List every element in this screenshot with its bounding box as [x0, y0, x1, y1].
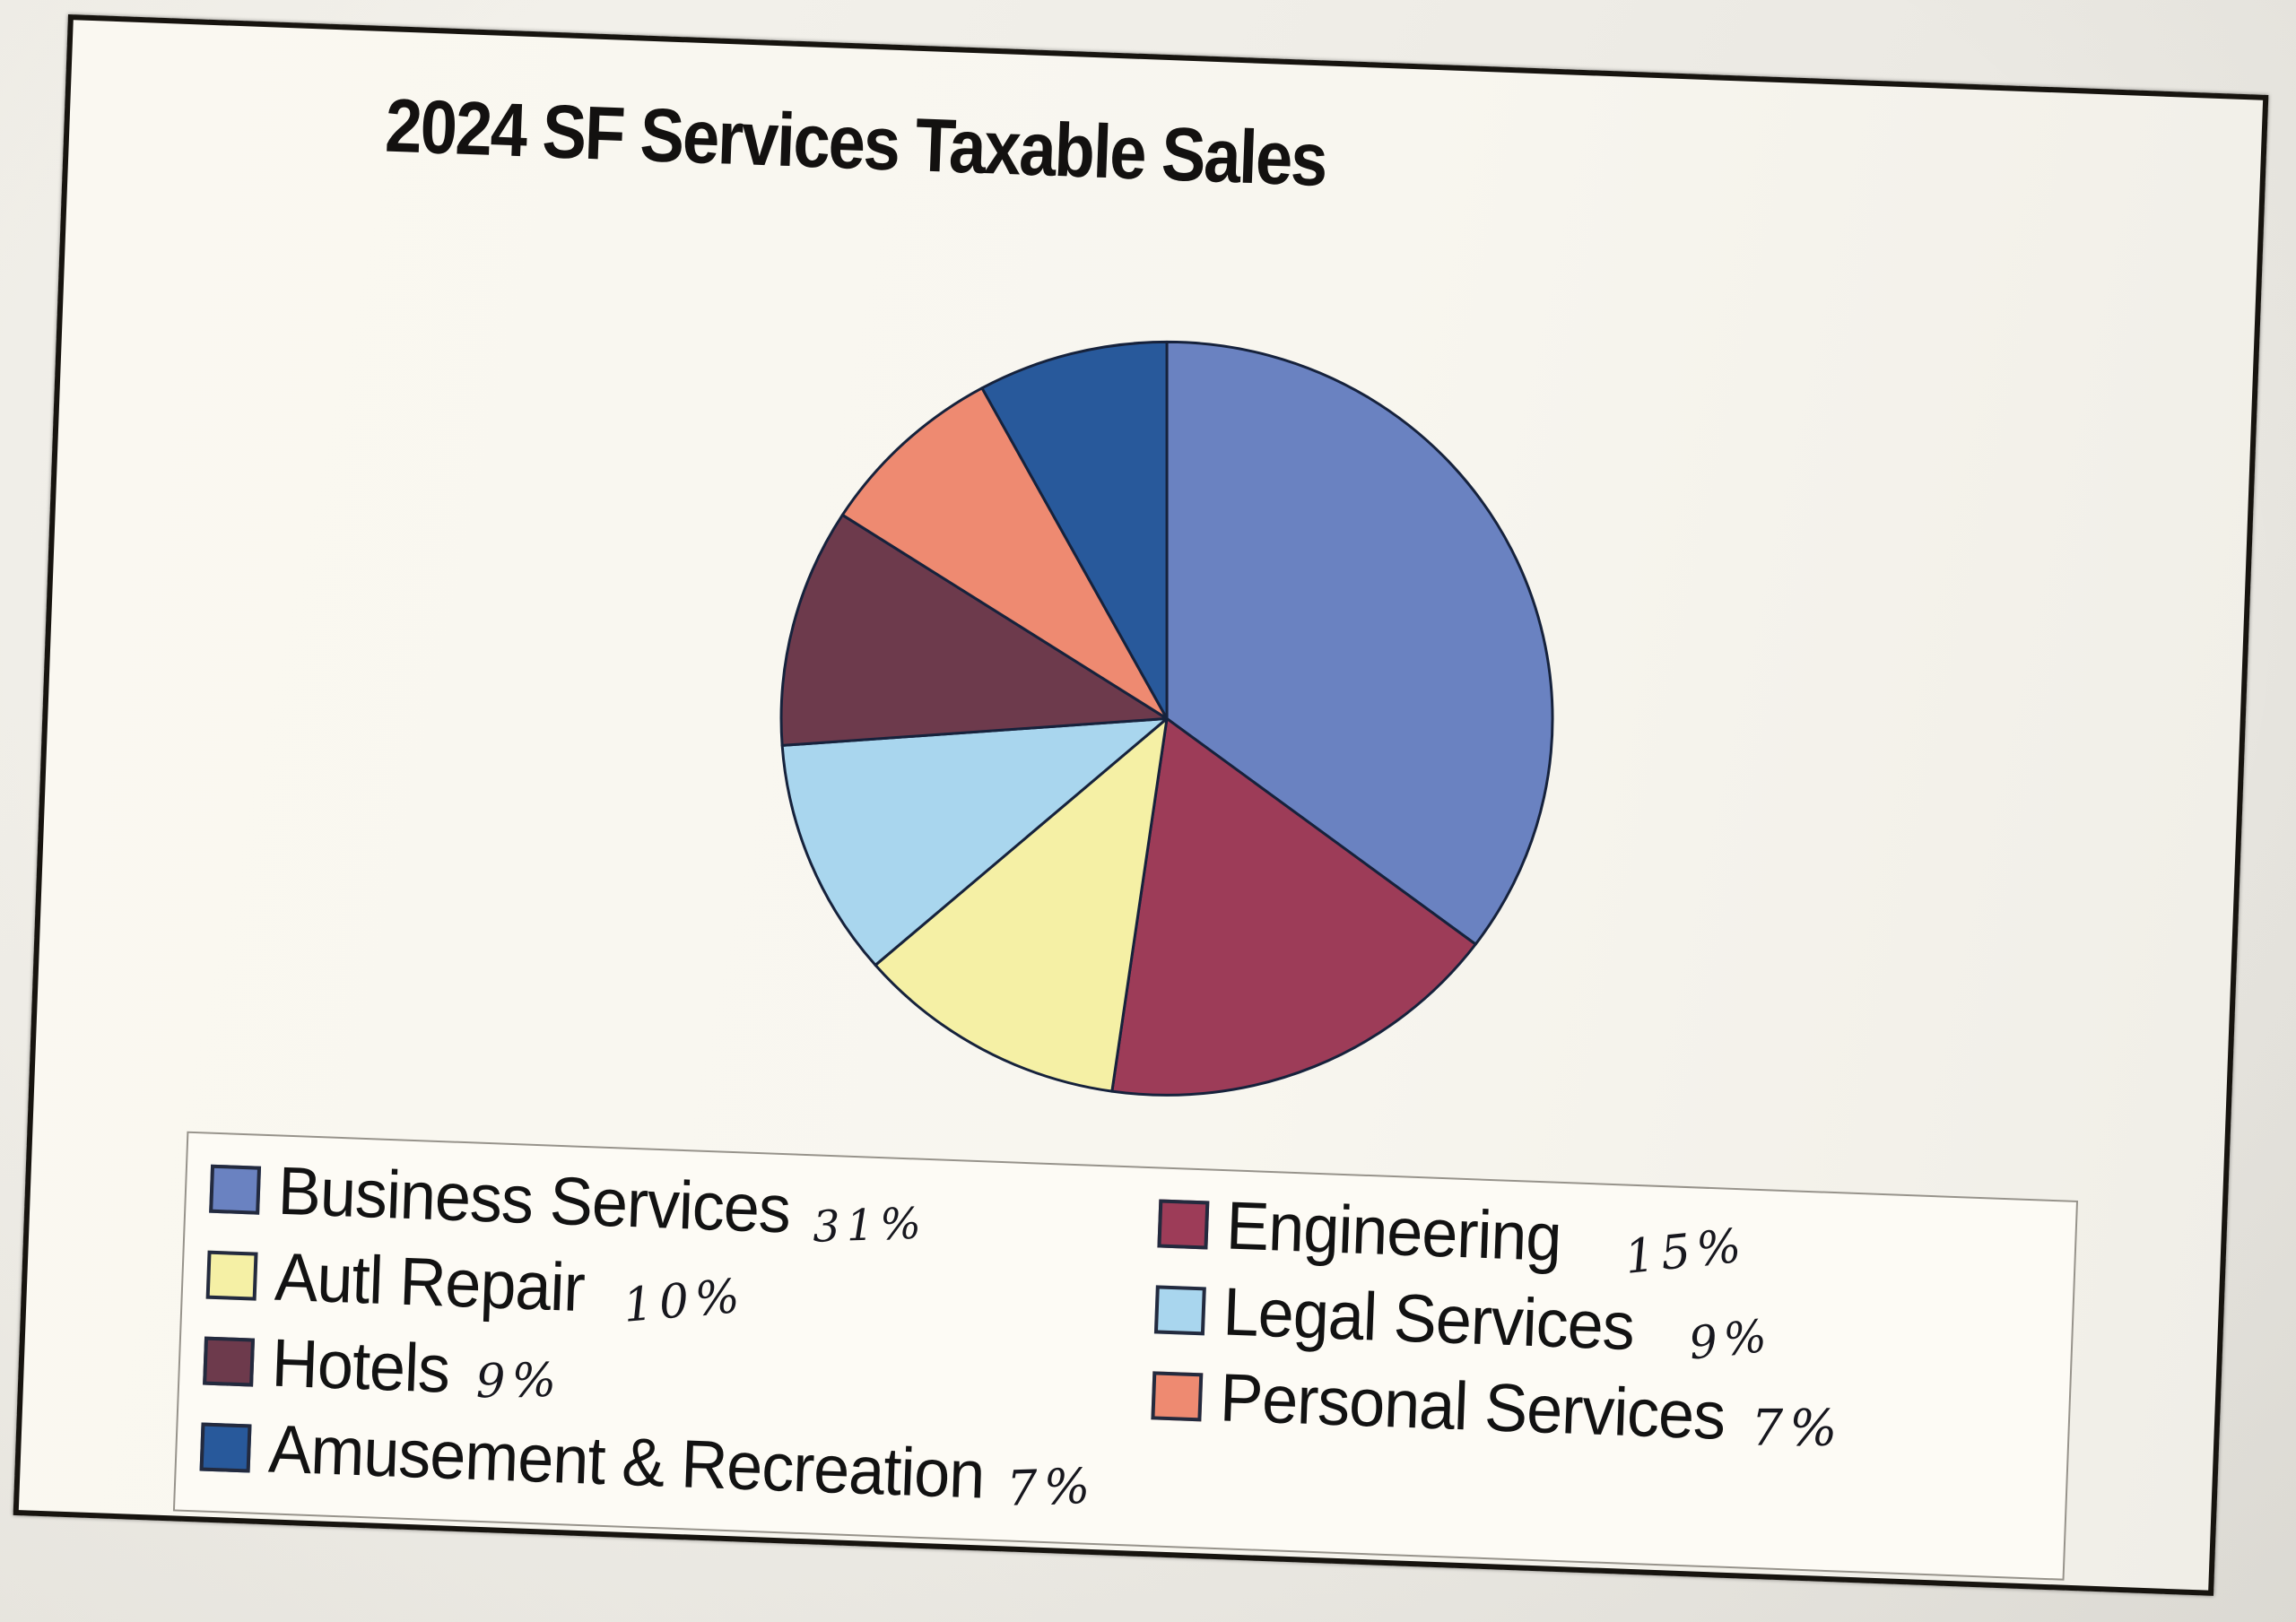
legend: Business Services 31% Engineering 15% Autl R…: [172, 1131, 2079, 1581]
pie-slice-engineering: [1110, 716, 1477, 1097]
legend-percent-handwritten: 9%: [475, 1353, 563, 1409]
legend-label: Personal Services: [1218, 1360, 1726, 1454]
pie-chart: [779, 340, 1554, 1097]
legend-swatch-personal-services: [1151, 1371, 1204, 1422]
legend-label: Hotels: [270, 1325, 451, 1408]
legend-swatch-amusement-recreation: [199, 1422, 252, 1473]
legend-percent-handwritten: 7%: [1751, 1399, 1844, 1458]
legend-swatch-engineering: [1157, 1199, 1210, 1250]
legend-swatch-autl-repair: [205, 1250, 258, 1301]
pie-slice-autl-repair: [874, 716, 1169, 1093]
pie-slice-personal-services: [840, 386, 1169, 720]
legend-swatch-hotels: [203, 1336, 256, 1387]
chart-title: 2024 SF Services Taxable Sales: [383, 82, 1328, 203]
legend-label: Engineering: [1224, 1188, 1562, 1276]
legend-swatch-legal-services: [1153, 1285, 1206, 1336]
legend-percent-handwritten: 31%: [812, 1198, 928, 1253]
legend-percent-handwritten: 10%: [621, 1269, 748, 1333]
legend-percent-handwritten: 15%: [1622, 1219, 1751, 1285]
legend-percent-handwritten: 9%: [1686, 1309, 1776, 1370]
pie-slice-amusement-recreation: [980, 340, 1169, 720]
legend-item-personal-services: Personal Services 7%: [1151, 1358, 2060, 1465]
legend-percent-handwritten: 7%: [1005, 1457, 1098, 1517]
legend-label: Legal Services: [1222, 1274, 1636, 1365]
pie-slice-legal-services: [780, 716, 1169, 967]
legend-label: Business Services: [276, 1153, 792, 1248]
pie-chart-area: [757, 319, 1578, 1119]
pie-slice-hotels: [779, 513, 1169, 747]
chart-frame: 2024 SF Services Taxable Sales Business …: [13, 14, 2269, 1596]
legend-label: Amusement & Recreation: [266, 1411, 986, 1514]
pie-slice-business-services: [1165, 340, 1554, 946]
legend-label: Autl Repair: [274, 1239, 587, 1327]
legend-swatch-business-services: [209, 1164, 262, 1215]
